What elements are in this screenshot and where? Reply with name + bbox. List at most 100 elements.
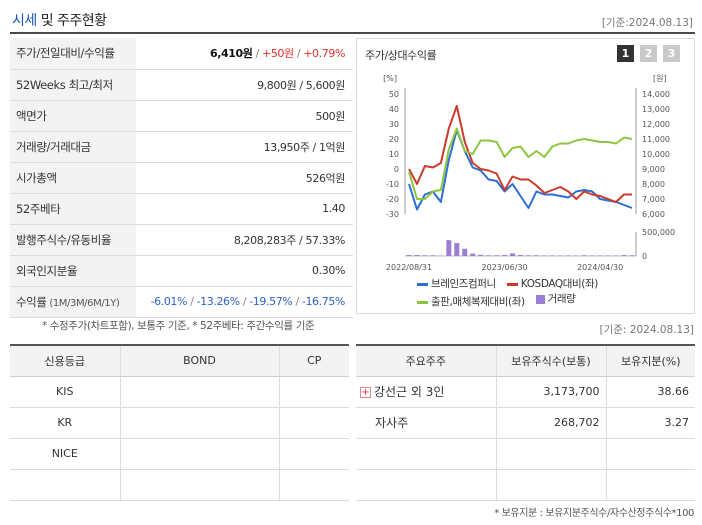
table-row	[356, 438, 695, 470]
legend-item: 출판,매체복제대비(좌)	[417, 295, 525, 310]
volume-bar	[438, 255, 444, 257]
pct-cell	[605, 469, 695, 501]
info-key: 거래량/거래대금	[10, 131, 136, 163]
volume-bar	[525, 255, 531, 256]
info-value: 1.40	[136, 193, 353, 225]
info-row-price: 주가/전일대비/수익률 6,410원 / +50원 / +0.79%	[10, 38, 353, 70]
legend-item: KOSDAQ대비(좌)	[506, 277, 599, 292]
volume-bar	[605, 255, 611, 256]
volume-bar	[581, 255, 587, 256]
volume-bar	[502, 255, 508, 256]
right-tick-label: 9,000	[642, 165, 665, 174]
left-tick-label: -20	[386, 195, 399, 204]
holder-name: 강선근 외 3인	[374, 385, 445, 399]
cp-cell	[278, 376, 349, 408]
bond-cell	[119, 407, 280, 439]
right-tick-label: 13,000	[642, 105, 670, 114]
price-change: +50원	[262, 47, 294, 61]
return-3m: -13.26%	[196, 295, 241, 308]
volume-bar	[621, 255, 627, 256]
bond-cell	[119, 438, 280, 470]
left-tick-label: 0	[394, 165, 399, 174]
info-value: 8,208,283주 / 57.33%	[136, 224, 353, 256]
left-tick-label: 30	[389, 120, 399, 129]
returns-key: 수익률	[16, 294, 47, 309]
right-tick-label: 10,000	[642, 150, 670, 159]
info-row-beta: 52주베타 1.40	[10, 193, 353, 225]
legend-swatch	[506, 283, 518, 286]
left-axis-unit: [%]	[383, 74, 397, 83]
x-tick-label: 2023/06/30	[482, 263, 528, 272]
info-value: -6.01% / -13.26% / -19.57% / -16.75%	[136, 286, 353, 318]
volume-bar	[422, 255, 428, 256]
table-row: + 강선근 외 3인 3,173,700 38.66	[356, 376, 695, 408]
sep: /	[295, 295, 302, 308]
right-tick-label: 8,000	[642, 180, 665, 189]
holder-name-cell: 자사주	[356, 407, 496, 439]
volume-tick-label: 0	[642, 252, 647, 261]
table-row: 자사주 268,702 3.27	[356, 407, 695, 439]
info-row-52w: 52Weeks 최고/최저 9,800원 / 5,600원	[10, 69, 353, 101]
right-footnote: * 보유지분 : 보유지분주식수/자수산정주식수*100	[494, 508, 694, 519]
quote-info-table: 주가/전일대비/수익률 6,410원 / +50원 / +0.79% 52Wee…	[10, 38, 353, 318]
cp-cell	[278, 407, 349, 439]
holder-name-cell	[356, 469, 496, 501]
chart-page-3-button[interactable]: 3	[663, 45, 680, 62]
info-key: 시가총액	[10, 162, 136, 194]
bond-cell	[119, 469, 280, 501]
legend-label: 브레인즈컴퍼니	[431, 278, 496, 290]
pct-cell: 38.66	[605, 376, 695, 408]
expand-plus-icon[interactable]: +	[360, 387, 371, 398]
returns-key-periods: (1M/3M/6M/1Y)	[46, 297, 120, 309]
sep: /	[293, 47, 304, 61]
legend-item: 브레인즈컴퍼니	[417, 277, 496, 292]
holder-name-cell[interactable]: + 강선근 외 3인	[356, 376, 496, 408]
volume-bar	[486, 255, 492, 256]
info-row-shares: 발행주식수/유동비율 8,208,283주 / 57.33%	[10, 224, 353, 256]
info-key: 액면가	[10, 100, 136, 132]
info-key: 52주베타	[10, 193, 136, 225]
left-footnote: * 수정주가(차트포함), 보통주 기준, * 52주베타: 주간수익률 기준	[42, 320, 315, 332]
info-value: 9,800원 / 5,600원	[136, 69, 353, 101]
left-tick-label: 50	[389, 90, 399, 99]
legend-item: 거래량	[535, 292, 576, 307]
info-row-par: 액면가 500원	[10, 100, 353, 132]
title-rest: 및 주주현황	[36, 13, 107, 29]
table-row: KIS	[10, 376, 349, 408]
shares-cell	[495, 469, 606, 501]
info-key: 외국인지분율	[10, 255, 136, 287]
cp-cell	[278, 438, 349, 470]
volume-bar	[414, 255, 420, 256]
legend-label: 출판,매체복제대비(좌)	[431, 296, 525, 308]
volume-bar	[597, 255, 603, 256]
legend-swatch	[417, 301, 428, 304]
volume-bar	[589, 255, 595, 256]
info-key: 수익률 (1M/3M/6M/1Y)	[10, 286, 136, 318]
legend-swatch	[417, 283, 428, 286]
table-row: NICE	[10, 438, 349, 470]
x-tick-label: 2022/08/31	[386, 263, 432, 272]
volume-bar	[613, 255, 619, 257]
column-header: 신용등급	[10, 344, 120, 377]
column-header: 보유주식수(보통)	[495, 344, 606, 377]
chart-page-1-button[interactable]: 1	[617, 45, 634, 62]
pct-cell	[605, 438, 695, 470]
volume-bar	[629, 255, 635, 256]
volume-bar	[573, 255, 579, 257]
left-tick-label: -30	[386, 210, 399, 219]
agency-cell: NICE	[10, 438, 120, 470]
left-tick-label: 10	[389, 150, 399, 159]
shares-cell: 3,173,700	[495, 376, 606, 408]
chart-pager: 1 2 3	[617, 45, 680, 62]
series-line	[408, 127, 633, 200]
info-key: 발행주식수/유동비율	[10, 224, 136, 256]
volume-bar	[470, 253, 476, 256]
right-tick-label: 14,000	[642, 90, 670, 99]
volume-bar	[557, 255, 563, 257]
column-header: CP	[278, 344, 349, 377]
chart-page-2-button[interactable]: 2	[640, 45, 657, 62]
column-header: BOND	[119, 344, 280, 377]
legend-label: KOSDAQ대비(좌)	[520, 278, 599, 290]
sep: /	[242, 295, 250, 308]
info-row-returns: 수익률 (1M/3M/6M/1Y) -6.01% / -13.26% / -19…	[10, 286, 353, 318]
